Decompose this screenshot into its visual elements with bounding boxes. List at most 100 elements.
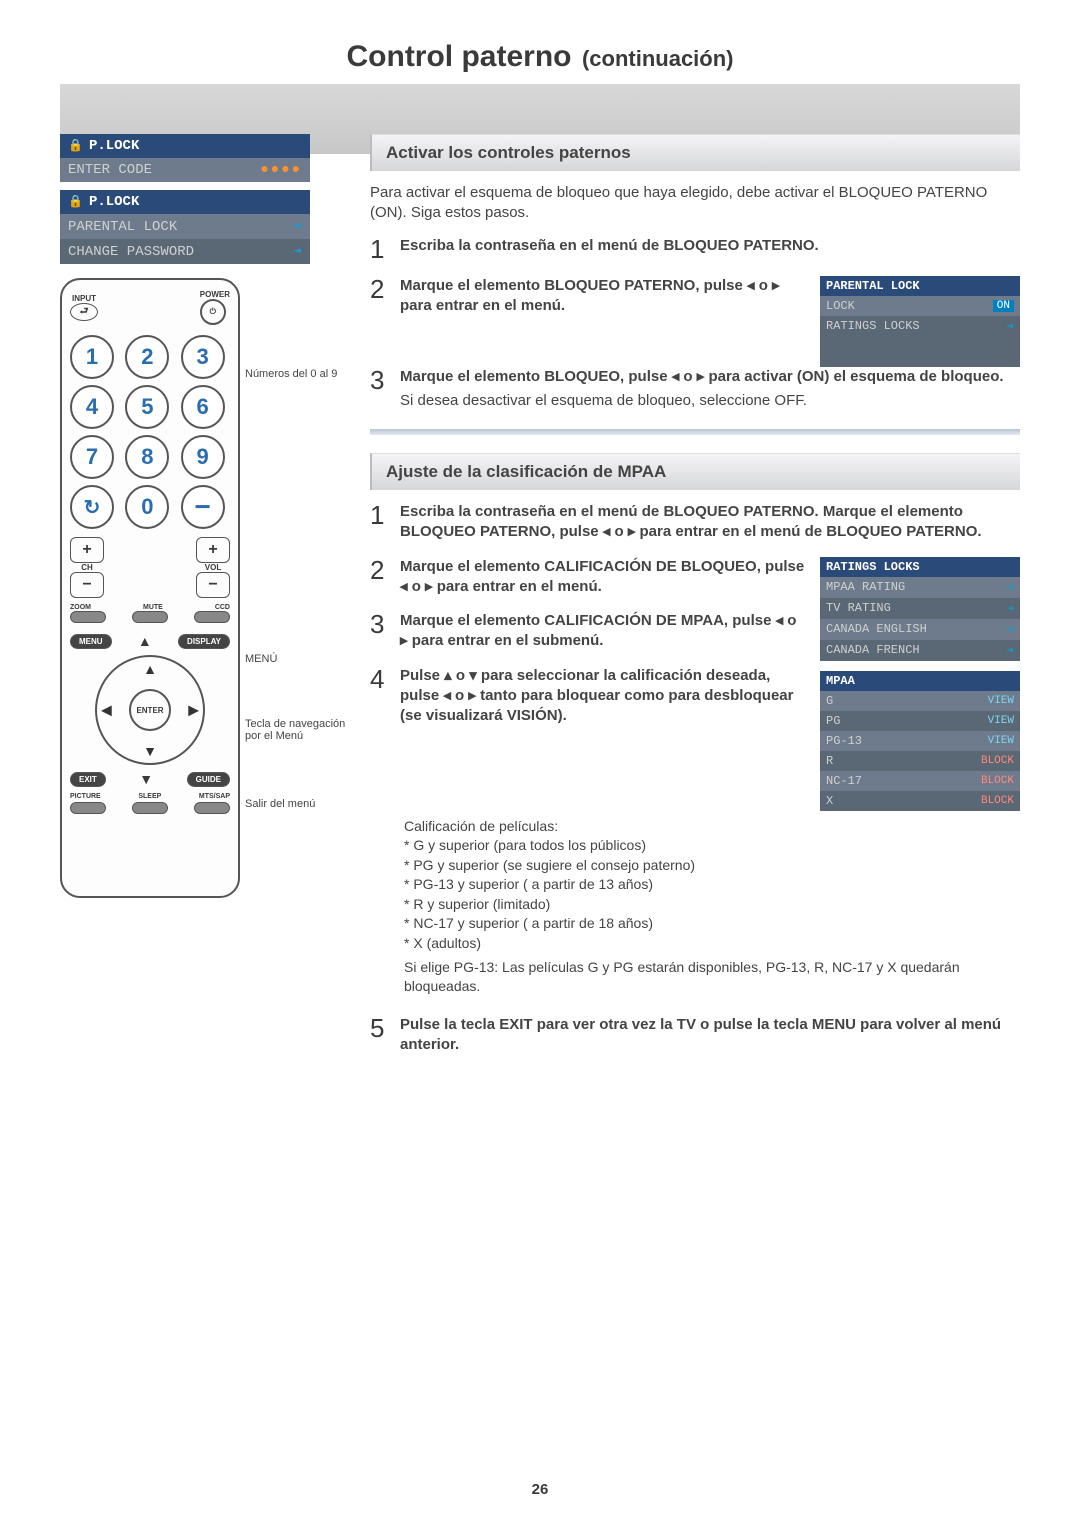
osd-ratings-locks: RATINGS LOCKS MPAA RATING➔ TV RATING➔ CA… [820,557,1020,661]
osd-parental-r2: RATINGS LOCKS ➔ [820,316,1020,337]
mts-button[interactable] [194,802,230,814]
s2-step4: 4 Pulse ▴ o ▾ para seleccionar la califi… [370,666,806,727]
num-8[interactable]: 8 [125,435,169,479]
osd-ratings-r0: MPAA RATING➔ [820,577,1020,598]
dpad-right[interactable]: ▶ [188,702,199,719]
rating-bullet: * X (adultos) [404,934,1020,954]
dpad-down[interactable]: ▼ [143,743,157,759]
step-num: 2 [370,276,390,302]
rating-bullet: * G y superior (para todos los públicos) [404,836,1020,856]
mute-label: MUTE [143,604,163,611]
vol-label: VOL [196,563,230,572]
refresh-button[interactable] [70,485,114,529]
zoom-button[interactable] [70,611,106,623]
zoom-label: ZOOM [70,604,91,611]
osd-enter-code: P.LOCK ENTER CODE ●●●● [60,134,310,182]
osd-plock-header: P.LOCK [60,190,310,214]
osd-plock: P.LOCK PARENTAL LOCK ➔ CHANGE PASSWORD ➔ [60,190,310,264]
vol-down[interactable]: − [196,572,230,598]
osd-enter-label: ENTER CODE [68,162,152,178]
picture-button[interactable] [70,802,106,814]
osd-ratings-header: RATINGS LOCKS [820,557,1020,577]
s2-step1-text: Escriba la contraseña en el menú de BLOQ… [400,502,1020,543]
s1-step1-text: Escriba la contraseña en el menú de BLOQ… [400,236,819,256]
dpad-left[interactable]: ◀ [101,702,112,719]
section1-heading: Activar los controles paternos [370,134,1020,171]
num-1[interactable]: 1 [70,335,114,379]
step-num: 3 [370,367,390,393]
ch-up[interactable]: + [70,537,104,563]
osd-parental-lock: PARENTAL LOCK LOCK ON RATINGS LOCKS ➔ [820,276,1020,367]
osd-mpaa-row: RBLOCK [820,751,1020,771]
num-0[interactable]: 0 [125,485,169,529]
num-3[interactable]: 3 [181,335,225,379]
s2-step3-text: Marque el elemento CALIFICACIÓN DE MPAA,… [400,611,806,652]
arrow-icon: ➔ [1007,319,1014,334]
power-button[interactable]: ⏻ [200,299,226,325]
num-5[interactable]: 5 [125,385,169,429]
step-num: 1 [370,502,390,528]
mute-button[interactable] [132,611,168,623]
enter-button[interactable]: ENTER [129,689,171,731]
rating-bullet: * R y superior (limitado) [404,895,1020,915]
callout-salir: Salir del menú [245,798,315,810]
on-badge: ON [993,300,1014,312]
num-9[interactable]: 9 [181,435,225,479]
step-num: 5 [370,1015,390,1041]
osd-plock-row2: CHANGE PASSWORD ➔ [60,239,310,264]
numpad: 1 2 3 4 5 6 7 8 9 0 − [70,335,230,529]
s1-step2-text: Marque el elemento BLOQUEO PATERNO, puls… [400,276,806,317]
dpad-up[interactable]: ▲ [143,661,157,677]
ratings-list: * G y superior (para todos los públicos)… [400,836,1020,954]
left-column: P.LOCK ENTER CODE ●●●● P.LOCK PARENTAL L… [60,134,330,1069]
osd-ratings-r1: TV RATING➔ [820,598,1020,619]
down-indicator: ▼ [139,771,153,787]
osd-enter-row: ENTER CODE ●●●● [60,158,310,182]
ch-label: CH [70,563,104,572]
osd-ratings-r3: CANADA FRENCH➔ [820,640,1020,661]
step-num: 4 [370,666,390,692]
sleep-label: SLEEP [138,793,161,800]
s2-step4-text: Pulse ▴ o ▾ para seleccionar la califica… [400,666,806,727]
up-indicator: ▲ [138,633,152,649]
num-7[interactable]: 7 [70,435,114,479]
callout-numeros: Números del 0 al 9 [245,368,337,380]
sleep-button[interactable] [132,802,168,814]
arrow-icon: ➔ [294,243,302,260]
ccd-button[interactable] [194,611,230,623]
rating-bullet: * NC-17 y superior ( a partir de 18 años… [404,914,1020,934]
section2-heading: Ajuste de la clasificación de MPAA [370,453,1020,490]
dpad-ring[interactable]: ▲ ▼ ◀ ▶ ENTER [95,655,205,765]
s1-step1: 1 Escriba la contraseña en el menú de BL… [370,236,1020,262]
num-6[interactable]: 6 [181,385,225,429]
s2-step1: 1 Escriba la contraseña en el menú de BL… [370,502,1020,543]
exit-button[interactable]: EXIT [70,772,106,787]
guide-button[interactable]: GUIDE [187,772,230,787]
num-4[interactable]: 4 [70,385,114,429]
osd-parental-pad [820,337,1020,367]
menu-button[interactable]: MENU [70,634,112,649]
osd-mpaa-row: NC-17BLOCK [820,771,1020,791]
arrow-icon: ➔ [1007,601,1014,616]
callout-nav: Tecla de navegación por el Menú [245,718,345,742]
s1-step3a: Marque el elemento BLOQUEO, pulse ◂ o ▸ … [400,367,1004,387]
ratings-note: Si elige PG-13: Las películas G y PG est… [404,958,1020,997]
ch-down[interactable]: − [70,572,104,598]
input-button[interactable]: ⮐ [70,303,98,321]
page-number: 26 [532,1481,549,1498]
ratings-intro: Calificación de películas: [404,817,1020,837]
s1-step2: 2 Marque el elemento BLOQUEO PATERNO, pu… [370,276,806,317]
osd-parental-r1-label: LOCK [826,299,855,313]
display-button[interactable]: DISPLAY [178,634,230,649]
vol-up[interactable]: + [196,537,230,563]
minus-button[interactable]: − [181,485,225,529]
osd-parental-header: PARENTAL LOCK [820,276,1020,296]
s2-step2-text: Marque el elemento CALIFICACIÓN DE BLOQU… [400,557,806,598]
s2-step3: 3 Marque el elemento CALIFICACIÓN DE MPA… [370,611,806,652]
callout-menu: MENÚ [245,653,277,665]
s1-step3b: Si desea desactivar el esquema de bloque… [400,391,1004,411]
right-column: Activar los controles paternos Para acti… [330,134,1020,1069]
remote-wrap: INPUT ⮐ POWER ⏻ 1 2 3 4 5 6 7 8 [60,278,330,898]
osd-ratings-r2: CANADA ENGLISH➔ [820,619,1020,640]
num-2[interactable]: 2 [125,335,169,379]
